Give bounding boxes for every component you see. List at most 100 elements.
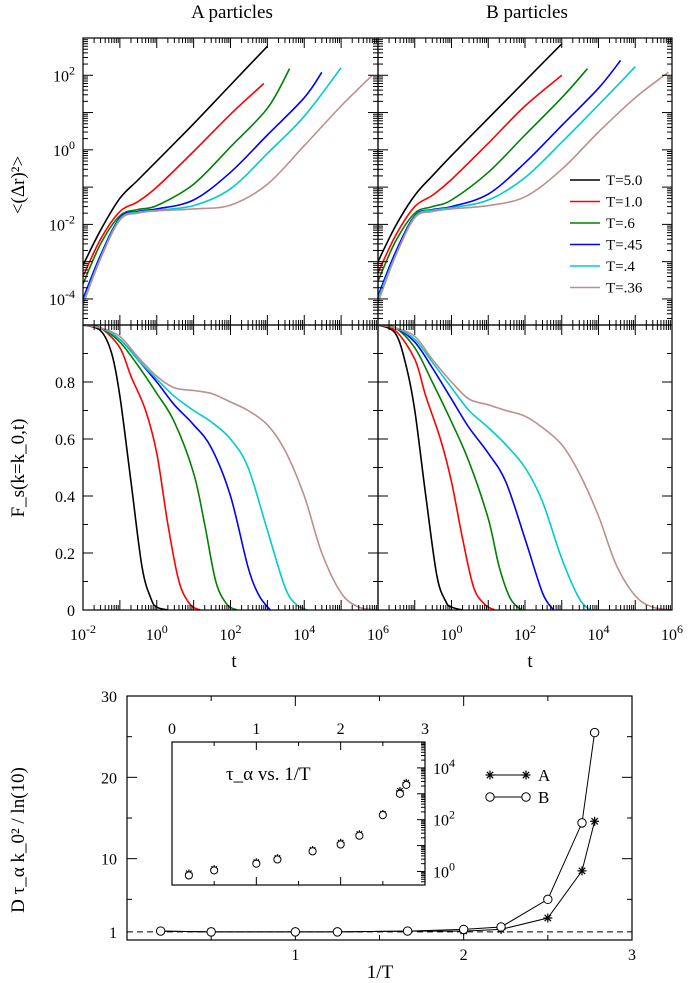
fs-a-series-T=.4 <box>83 325 308 610</box>
msd-b-series-T=.45 <box>378 59 622 297</box>
ratio-point-B <box>332 927 343 937</box>
ratio-legend-marker-A <box>521 770 531 780</box>
ratio-legend-label-B: B <box>538 788 549 807</box>
axes-layer <box>82 37 673 941</box>
ratio-legend-marker-B <box>485 792 495 802</box>
fs-b-series-T=.4 <box>378 325 591 610</box>
msd-a-series-T=.6 <box>83 68 291 285</box>
legend-label-T=.4: T=.4 <box>606 259 635 275</box>
msd-a-series-T=1.0 <box>83 82 265 277</box>
ratio-ytick-label: 10 <box>101 852 117 869</box>
inset-point-B <box>378 811 387 820</box>
ratio-point-B <box>577 818 587 828</box>
legend-label-T=1.0: T=1.0 <box>606 195 642 211</box>
msd-ytick-label: 102 <box>53 63 75 85</box>
legend-label-T=.36: T=.36 <box>606 281 643 297</box>
fs-a-xtick-label: 104 <box>293 622 315 644</box>
msd-b-series-T=.4 <box>378 66 636 300</box>
ratio-point-A <box>543 913 553 923</box>
fs-a-series-T=.6 <box>83 325 238 610</box>
fs-a-series-T=5.0 <box>83 325 169 610</box>
fs-a-series-T=1.0 <box>83 325 201 610</box>
fs-ytick-label: 0 <box>67 603 75 620</box>
inset-point-B <box>402 780 411 789</box>
ratio-point-A <box>577 866 587 876</box>
ratio-point-B <box>290 927 301 937</box>
inset-point-B <box>336 840 345 849</box>
inset-title: τ_α vs. 1/T <box>226 764 311 785</box>
fs-a-series-T=.36 <box>83 325 378 610</box>
legend-label-T=.45: T=.45 <box>606 238 642 254</box>
ratio-legend-marker-A <box>485 770 495 780</box>
msd-a-series-T=5.0 <box>83 45 268 266</box>
msd-b-series-T=.6 <box>378 68 589 282</box>
ratio-point-B <box>496 922 506 932</box>
inset-point-B <box>308 847 317 856</box>
fs-ytick-label: 0.6 <box>55 432 75 449</box>
inset-ytick-label: 100 <box>433 859 455 881</box>
inset-point-B <box>355 831 364 840</box>
ratio-point-B <box>589 727 600 738</box>
ratio-ytick-label: 30 <box>101 689 117 706</box>
ratio-point-A <box>590 816 600 826</box>
fs-a-xlabel: t <box>231 651 237 672</box>
fs-b-series-T=.45 <box>378 325 555 610</box>
fs-b-xtick-label: 104 <box>588 622 610 644</box>
svg-text:F_s(k=k_0,t): F_s(k=k_0,t) <box>8 419 29 518</box>
inset-xtick-label: 0 <box>168 721 176 738</box>
legend-label-T=5.0: T=5.0 <box>606 173 642 189</box>
ratio-legend-marker-B <box>521 792 531 802</box>
ratio-xtick-label: 2 <box>460 947 468 964</box>
fs-b-xtick-label: 100 <box>441 622 463 644</box>
inset-point-B <box>273 855 282 864</box>
ratio-xtick-label: 1 <box>291 947 299 964</box>
fs-a-series-T=.45 <box>83 325 271 610</box>
panel-title-b: B particles <box>486 2 568 23</box>
msd-b-series-T=1.0 <box>378 74 563 274</box>
ratio-point-B <box>458 924 469 935</box>
ratio-xlabel: 1/T <box>367 962 394 983</box>
fs-b-xtick-label: 106 <box>367 622 389 644</box>
msd-b-series-T=5.0 <box>378 43 563 263</box>
inset-xtick-label: 3 <box>421 721 429 738</box>
msd-ytick-label: 100 <box>53 138 75 160</box>
ratio-series-B <box>160 732 596 933</box>
svg-text:<(Δr)²>: <(Δr)²> <box>8 156 29 214</box>
msd-a-frame <box>82 37 379 326</box>
fs-ytick-label: 0.4 <box>55 489 75 506</box>
fs-b-xtick-label: 106 <box>661 622 683 644</box>
inset-xtick-label: 2 <box>337 721 345 738</box>
fs-b-series-T=.6 <box>378 325 522 610</box>
fs-ylabel: F_s(k=k_0,t) <box>8 419 29 518</box>
panel-title-a: A particles <box>191 2 273 23</box>
fs-ytick-label: 0.8 <box>55 375 75 392</box>
fs-a-xtick-label: 10-2 <box>70 622 96 644</box>
msd-a-series-T=.4 <box>83 67 342 303</box>
fs-a-xtick-label: 100 <box>146 622 168 644</box>
ratio-ylabel: D τ_α k_0² / ln(10) <box>8 767 29 913</box>
series-layer <box>83 43 672 933</box>
ratio-point-B <box>155 926 166 936</box>
fs-a-xtick-label: 102 <box>220 622 242 644</box>
inset-xtick-label: 1 <box>252 721 260 738</box>
svg-text:D τ_α k_0² / ln(10): D τ_α k_0² / ln(10) <box>8 767 29 913</box>
legend-label-T=.6: T=.6 <box>606 216 635 232</box>
msd-b-series-T=.36 <box>378 71 669 303</box>
msd-a-series-T=.45 <box>83 71 323 300</box>
msd-a-series-T=.36 <box>83 74 373 305</box>
inset-point-B <box>395 789 405 798</box>
inset-point-B <box>184 871 193 880</box>
ratio-legend-label-A: A <box>538 766 551 785</box>
msd-ytick-label: 10-2 <box>49 212 75 234</box>
ratio-xtick-label: 3 <box>628 947 636 964</box>
msd-ytick-label: 10-4 <box>49 287 75 309</box>
fs-b-xlabel: t <box>527 651 533 672</box>
inset-ytick-label: 102 <box>433 808 455 830</box>
fs-b-series-T=5.0 <box>378 325 463 610</box>
inset-ytick-label: 104 <box>433 756 455 778</box>
ratio-point-B <box>543 894 553 905</box>
inset-point-B <box>210 866 219 875</box>
ratio-ytick-label: 1 <box>109 925 117 942</box>
ratio-point-B <box>402 926 413 936</box>
